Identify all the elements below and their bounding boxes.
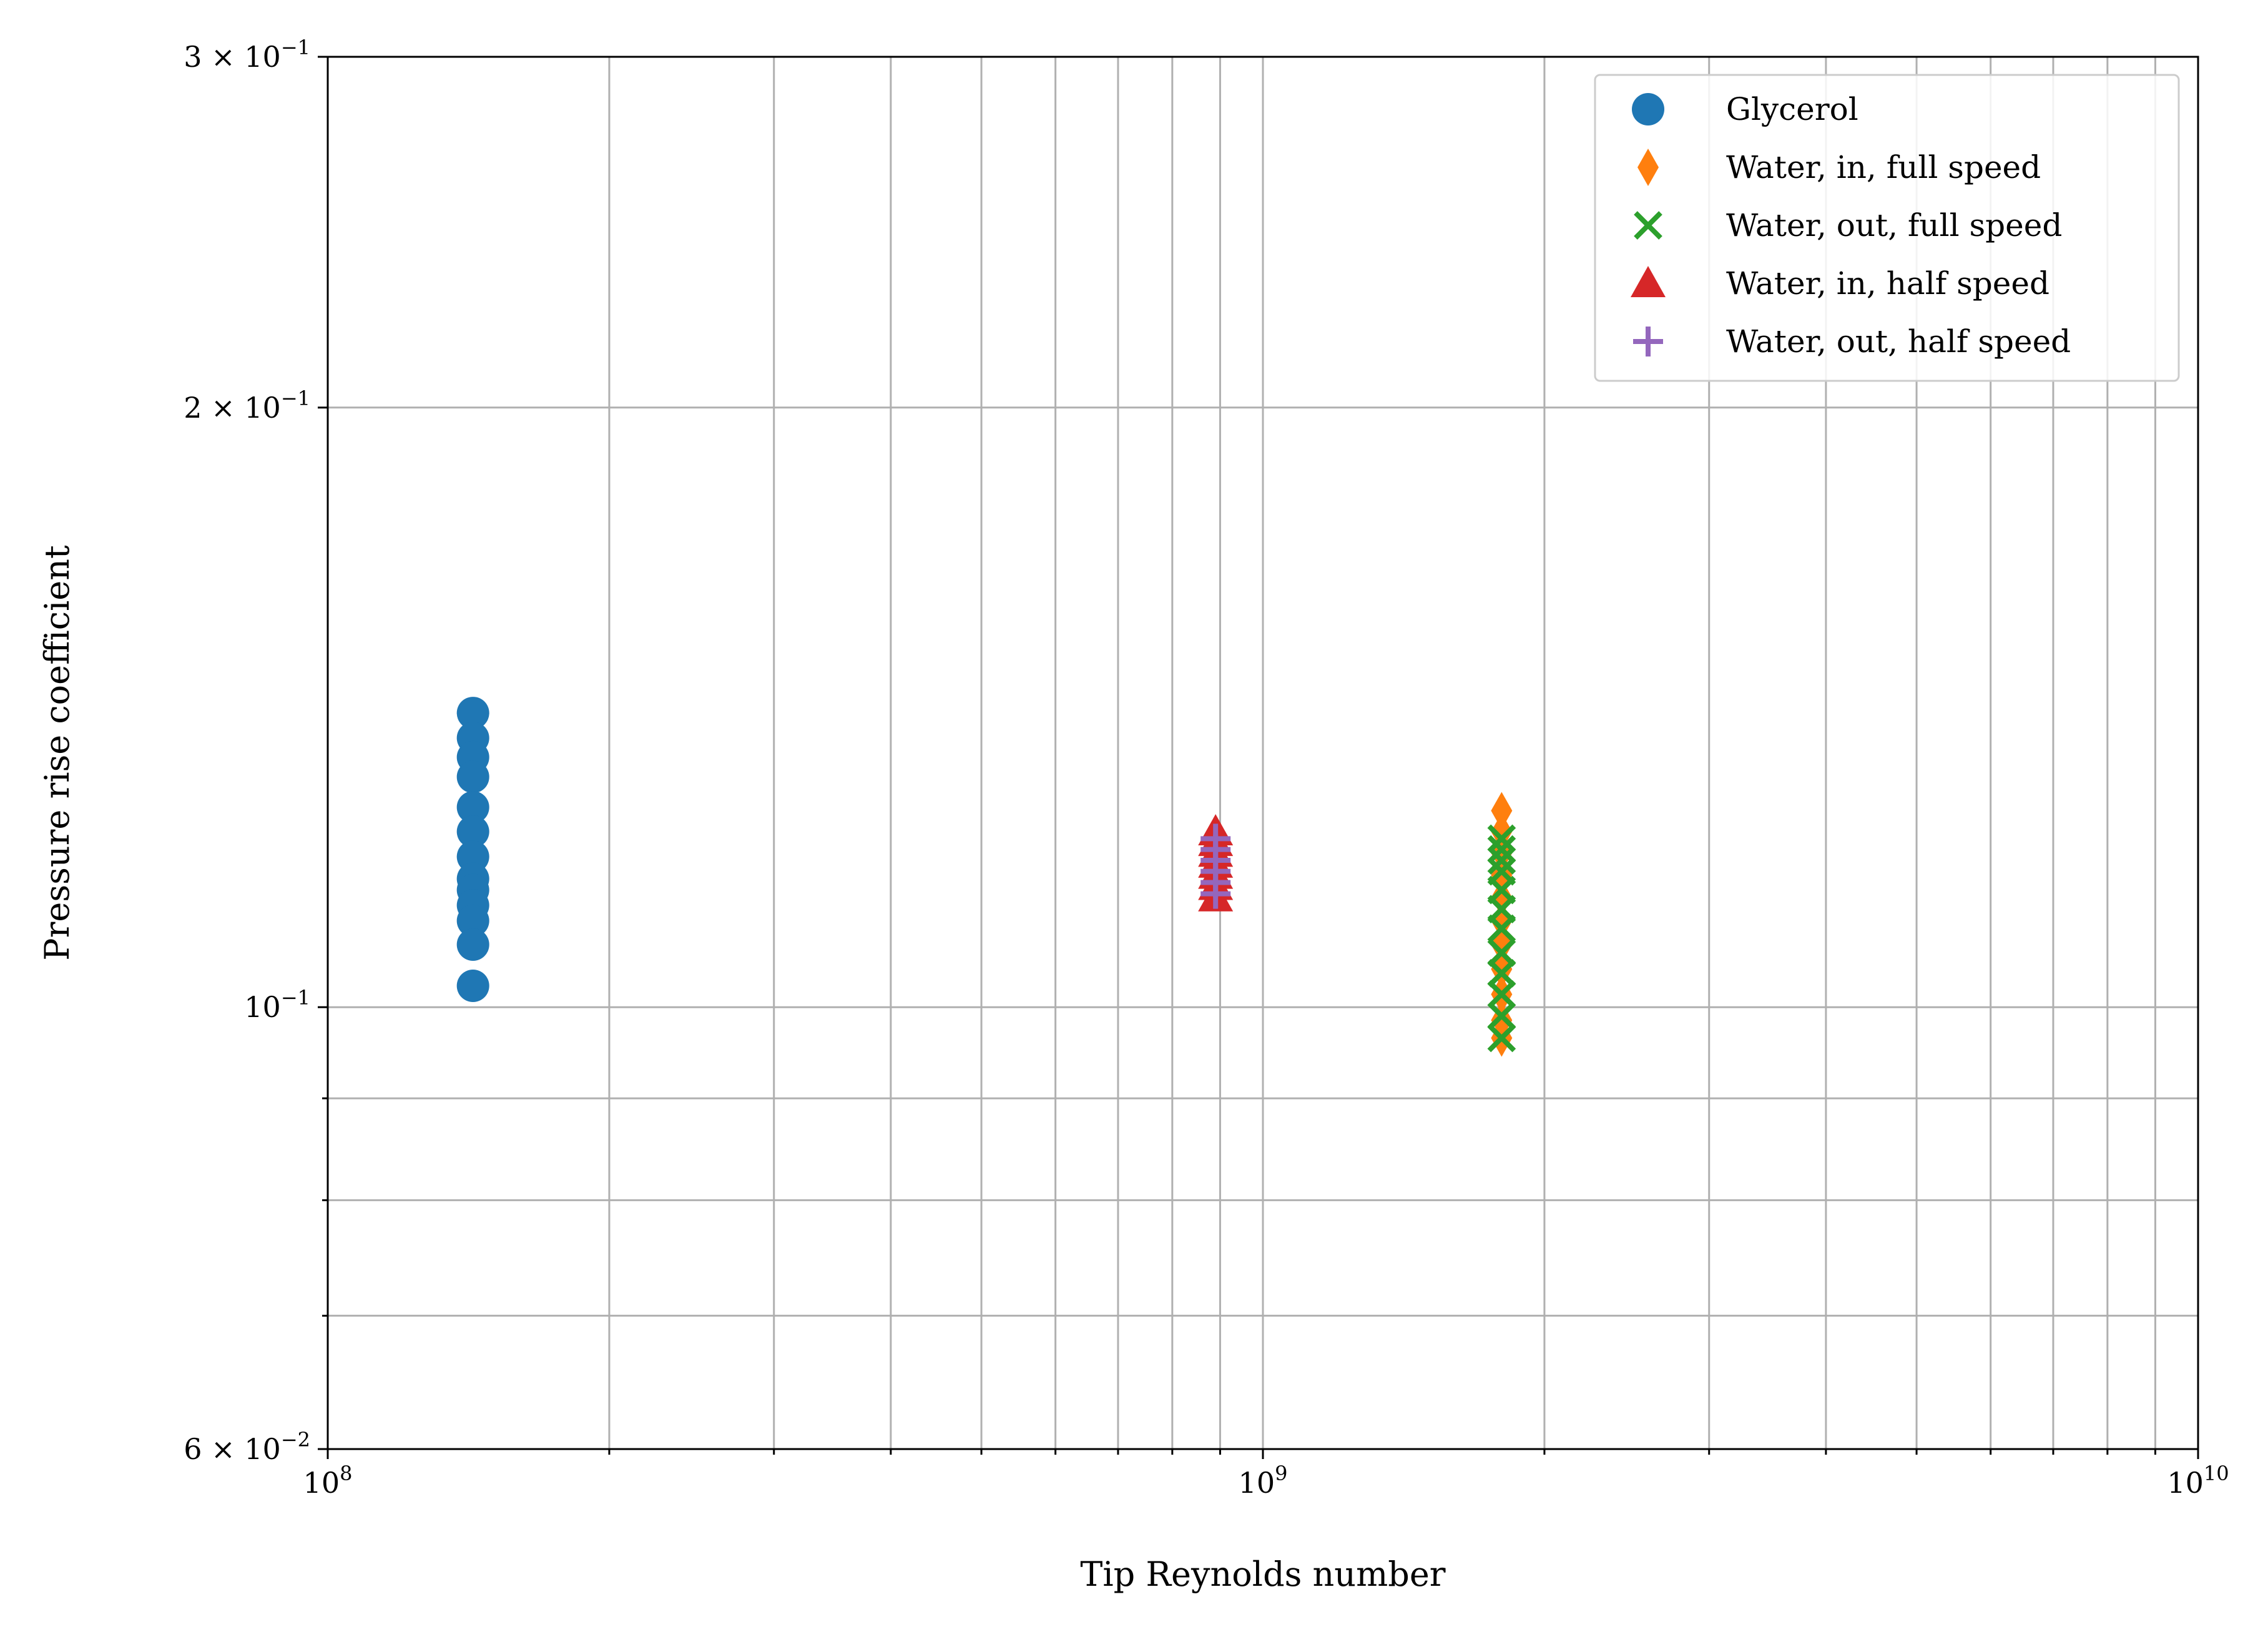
data-point — [456, 697, 489, 730]
tick-labels: 108 109 1010 6 × 10−2 10−1 2 × 10−1 3 × 10−1 — [184, 36, 2229, 1500]
marker-shape — [456, 815, 489, 848]
legend-marker — [1637, 149, 1659, 186]
data-point — [1487, 824, 1516, 853]
series-2 — [1487, 824, 1516, 1053]
legend-entry-3: Water, in, half speed — [1631, 265, 2050, 302]
data-point — [1200, 878, 1231, 909]
marker-shape — [456, 928, 489, 961]
legend-label: Glycerol — [1726, 91, 1858, 127]
x-tick-label-2: 1010 — [2167, 1462, 2229, 1500]
plot-frame — [326, 56, 2199, 1450]
marker-stroke — [1487, 1001, 1516, 1030]
legend-marker — [1631, 266, 1666, 297]
marker-stroke — [1487, 846, 1516, 875]
marker-stroke — [1487, 980, 1516, 1009]
y-tick-label-2: 2 × 10−1 — [184, 386, 310, 425]
data-points — [456, 697, 1516, 1057]
x-tick-label-0: 108 — [303, 1462, 353, 1500]
data-point — [1487, 959, 1516, 988]
data-point — [456, 969, 489, 1002]
y-tick-label-0: 6 × 10−2 — [184, 1428, 310, 1466]
marker-shape — [456, 697, 489, 730]
series-0 — [456, 697, 489, 1002]
legend-entry-1: Water, in, full speed — [1637, 149, 2041, 186]
data-point — [1487, 938, 1516, 967]
y-tick-label-3: 3 × 10−1 — [184, 36, 310, 74]
legend-marker — [1634, 211, 1662, 240]
marker-shape — [456, 969, 489, 1002]
legend-entry-4: Water, out, half speed — [1633, 323, 2071, 360]
data-point — [456, 904, 489, 937]
marker-shape — [1637, 149, 1659, 186]
marker-stroke — [1487, 1023, 1516, 1053]
data-point — [1491, 792, 1513, 830]
data-point — [1487, 980, 1516, 1009]
marker-shape — [456, 904, 489, 937]
data-point — [456, 928, 489, 961]
marker-stroke — [1487, 959, 1516, 988]
legend-marker — [1633, 327, 1663, 356]
marker-stroke — [1487, 835, 1516, 864]
marker-stroke — [1487, 824, 1516, 853]
data-point — [456, 815, 489, 848]
legend-label: Water, out, half speed — [1726, 323, 2071, 360]
legend: Glycerol Water, in, full speed Water, out,… — [1594, 74, 2180, 382]
marker-shape — [1632, 93, 1664, 125]
legend-label: Water, out, full speed — [1726, 207, 2062, 243]
series-4 — [1200, 823, 1231, 909]
y-tick-label-1: 10−1 — [244, 986, 310, 1024]
data-point — [1487, 914, 1516, 943]
marker-stroke — [1634, 211, 1662, 240]
marker-shape — [456, 790, 489, 823]
legend-marker — [1632, 93, 1664, 125]
legend-entry-2: Water, out, full speed — [1634, 207, 2062, 243]
marker-shape — [1491, 792, 1513, 830]
data-point — [456, 790, 489, 823]
marker-stroke — [1487, 938, 1516, 967]
marker-shape — [456, 760, 489, 794]
marker-stroke — [1487, 914, 1516, 943]
legend-label: Water, in, half speed — [1726, 265, 2050, 302]
x-tick-label-1: 109 — [1239, 1462, 1288, 1500]
data-point — [1487, 835, 1516, 864]
legend-label: Water, in, full speed — [1726, 149, 2041, 185]
data-point — [1487, 846, 1516, 875]
data-point — [1487, 1023, 1516, 1053]
legend-entry-0: Glycerol — [1632, 91, 1858, 127]
x-axis-label: Tip Reynolds number — [1080, 1555, 1445, 1594]
legend-box — [1594, 74, 2180, 382]
y-axis-label: Pressure rise coefficient — [37, 545, 77, 961]
data-point — [1487, 1001, 1516, 1030]
data-point — [456, 760, 489, 794]
marker-shape — [1631, 266, 1666, 297]
